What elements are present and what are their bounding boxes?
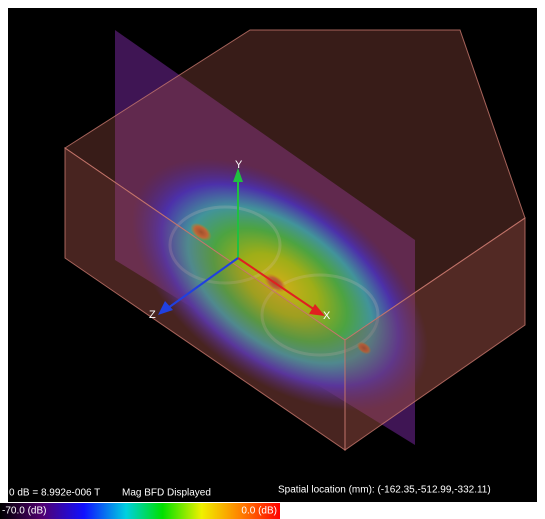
colorbar-min: -70.0 (dB) [2,506,46,517]
mode-text: Mag BFD Displayed [122,488,211,499]
x-axis-label: X [323,310,331,322]
field-viewer: Y X Z 0 dB = 8.992e-006 T Mag BFD Displa… [0,0,545,519]
y-axis-label: Y [235,159,243,171]
colorbar-max: 0.0 (dB) [241,506,277,517]
location-text: Spatial location (mm): (-162.35,-512.99,… [278,485,491,496]
reference-text: 0 dB = 8.992e-006 T [9,488,100,499]
z-axis-label: Z [149,309,156,321]
